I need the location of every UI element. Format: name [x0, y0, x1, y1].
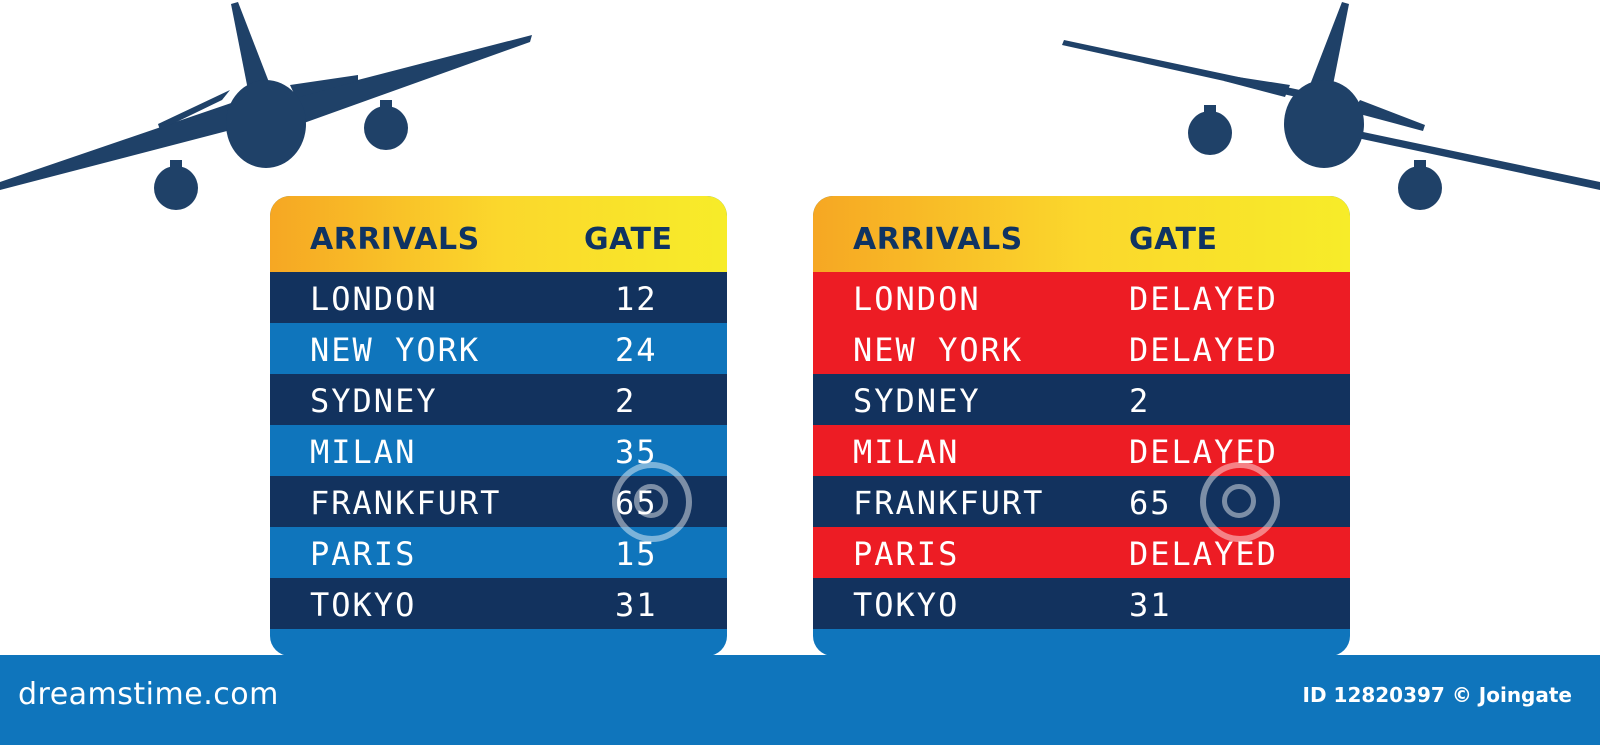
arrivals-board-right: ARRIVALS GATE LONDON DELAYED NEW YORK DE… — [813, 196, 1350, 656]
gate-cell: 65 — [1129, 484, 1172, 522]
city-cell: LONDON — [853, 280, 981, 318]
gate-cell: 2 — [615, 382, 637, 420]
city-cell: PARIS — [853, 535, 960, 573]
table-row: MILAN DELAYED — [813, 425, 1350, 476]
table-row: TOKYO 31 — [270, 578, 727, 629]
gate-cell: 31 — [1129, 586, 1172, 624]
city-cell: FRANKFURT — [853, 484, 1045, 522]
table-row: NEW YORK DELAYED — [813, 323, 1350, 374]
gate-cell: DELAYED — [1129, 535, 1278, 573]
watermark-swirl-icon — [612, 462, 692, 542]
gate-cell: DELAYED — [1129, 280, 1278, 318]
gate-cell: 31 — [615, 586, 658, 624]
city-cell: SYDNEY — [853, 382, 981, 420]
city-cell: TOKYO — [310, 586, 417, 624]
gate-cell: 12 — [615, 280, 658, 318]
city-cell: MILAN — [310, 433, 417, 471]
table-row: PARIS DELAYED — [813, 527, 1350, 578]
city-cell: SYDNEY — [310, 382, 438, 420]
footer-bar: dreamstime.com ID 12820397 © Joingate — [0, 655, 1600, 745]
footer-id-credit: ID 12820397 © Joingate — [1302, 683, 1572, 707]
table-row: TOKYO 31 — [813, 578, 1350, 629]
watermark-swirl-icon — [1200, 462, 1280, 542]
table-row: NEW YORK 24 — [270, 323, 727, 374]
city-cell: LONDON — [310, 280, 438, 318]
gate-cell: DELAYED — [1129, 331, 1278, 369]
arrivals-board-left: ARRIVALS GATE LONDON 12 NEW YORK 24 SYDN… — [270, 196, 727, 656]
header-gate: GATE — [1129, 222, 1218, 257]
header-gate: GATE — [584, 222, 673, 257]
board-header: ARRIVALS GATE — [270, 196, 727, 272]
board-header: ARRIVALS GATE — [813, 196, 1350, 272]
city-cell: FRANKFURT — [310, 484, 502, 522]
city-cell: TOKYO — [853, 586, 960, 624]
city-cell: MILAN — [853, 433, 960, 471]
gate-cell: 2 — [1129, 382, 1151, 420]
city-cell: NEW YORK — [853, 331, 1024, 369]
table-row: LONDON DELAYED — [813, 272, 1350, 323]
airplane-left-icon — [0, 2, 532, 210]
footer-logo: dreamstime.com — [18, 677, 279, 712]
table-row: SYDNEY 2 — [813, 374, 1350, 425]
city-cell: NEW YORK — [310, 331, 481, 369]
gate-cell: 24 — [615, 331, 658, 369]
city-cell: PARIS — [310, 535, 417, 573]
header-arrivals: ARRIVALS — [853, 222, 1023, 257]
airplane-right-icon — [1062, 2, 1600, 210]
table-row: LONDON 12 — [270, 272, 727, 323]
header-arrivals: ARRIVALS — [310, 222, 480, 257]
table-row: SYDNEY 2 — [270, 374, 727, 425]
